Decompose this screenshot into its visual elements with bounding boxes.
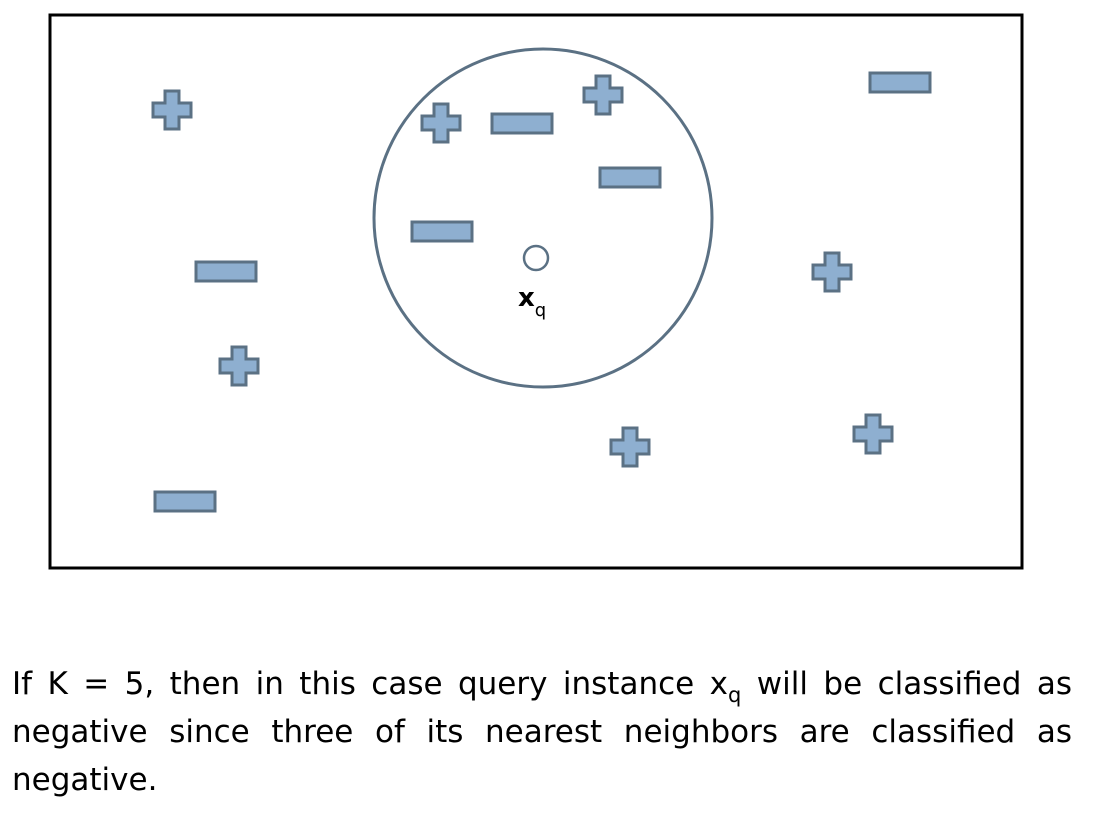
- plus-icon: [218, 345, 260, 387]
- query-label: xq: [518, 283, 546, 321]
- query-label-main: x: [518, 283, 535, 313]
- caption-subscript: q: [728, 683, 742, 707]
- minus-icon: [868, 71, 932, 94]
- plus-icon: [420, 102, 462, 144]
- minus-icon: [153, 490, 217, 513]
- caption-part2: will be classified as negative since thr…: [12, 666, 1072, 798]
- plus-icon: [609, 426, 651, 468]
- minus-icon: [194, 260, 258, 283]
- minus-icon: [410, 220, 474, 243]
- caption-text: If K = 5, then in this case query instan…: [12, 660, 1072, 804]
- minus-icon: [598, 166, 662, 189]
- plus-icon: [151, 89, 193, 131]
- minus-icon: [490, 112, 554, 135]
- query-label-sub: q: [535, 300, 546, 321]
- plus-icon: [582, 74, 624, 116]
- plus-icon: [852, 413, 894, 455]
- caption-part1: If K = 5, then in this case query instan…: [12, 666, 728, 702]
- neighborhood-circle: [372, 47, 714, 389]
- plus-icon: [811, 251, 853, 293]
- diagram-frame: [48, 13, 1024, 570]
- knn-diagram: xq: [48, 13, 1024, 570]
- query-point-circle: [522, 244, 550, 272]
